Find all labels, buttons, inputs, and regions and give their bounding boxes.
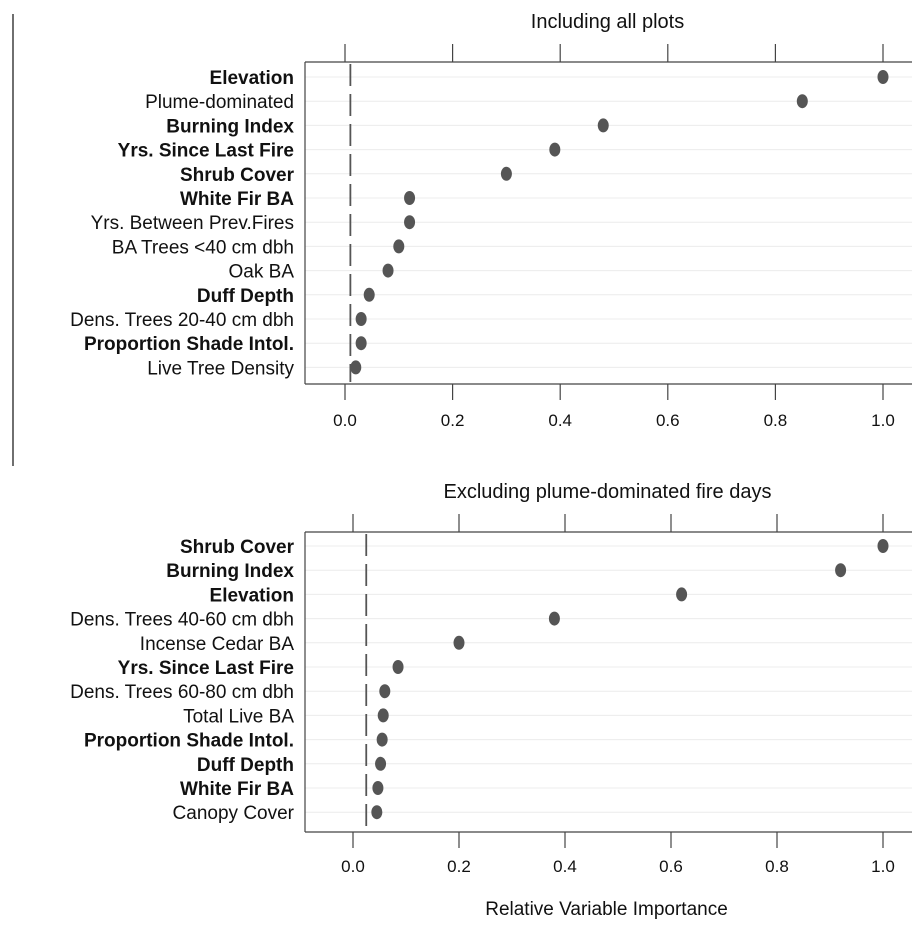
- data-point: [379, 684, 391, 699]
- x-axis-label: Relative Variable Importance: [485, 899, 728, 920]
- variable-label: White Fir BA: [180, 779, 294, 800]
- variable-label: Elevation: [210, 68, 294, 89]
- data-point: [363, 287, 375, 302]
- data-point: [355, 312, 367, 326]
- x-tick-label: 0.2: [447, 857, 471, 876]
- variable-label: Yrs. Since Last Fire: [118, 141, 294, 162]
- x-tick-label: 0.6: [656, 411, 680, 430]
- panel-1: Including all plots 0.0 0.2 0.4 0.6 0.8 1.0 Ele…: [70, 11, 912, 430]
- data-point: [393, 239, 405, 254]
- data-point: [796, 94, 808, 109]
- x-tick-label: 0.2: [441, 411, 465, 430]
- data-point: [371, 805, 383, 820]
- variable-label: Duff Depth: [197, 755, 294, 776]
- x-tick-label: 0.4: [548, 411, 572, 430]
- x-tick-label: 0.8: [765, 857, 789, 876]
- variable-label: Elevation: [210, 585, 294, 606]
- data-point: [549, 142, 561, 157]
- variable-label: Total Live BA: [183, 706, 294, 727]
- variable-label: Proportion Shade Intol.: [84, 334, 294, 355]
- x-tick-label: 1.0: [871, 411, 895, 430]
- panel-2: Excluding plume-dominated fire days 0.0 0.…: [70, 481, 912, 920]
- data-point: [877, 539, 889, 553]
- variable-label: Live Tree Density: [147, 358, 294, 379]
- data-point: [355, 336, 367, 351]
- x-tick-label: 0.8: [764, 411, 788, 430]
- variable-label: Incense Cedar BA: [140, 634, 295, 655]
- variable-label: Plume-dominated: [145, 92, 294, 113]
- variable-label: Oak BA: [229, 262, 295, 283]
- data-point: [392, 660, 404, 674]
- x-tick-label: 0.0: [341, 857, 365, 876]
- data-point: [500, 166, 512, 181]
- data-point: [377, 708, 389, 723]
- variable-label: Shrub Cover: [180, 165, 295, 186]
- variable-label: Yrs. Between Prev.Fires: [91, 213, 294, 234]
- variable-label: Duff Depth: [197, 286, 294, 307]
- variable-label: Canopy Cover: [173, 803, 295, 824]
- variable-label: BA Trees <40 cm dbh: [112, 237, 294, 258]
- variable-label: Burning Index: [166, 116, 294, 137]
- data-point: [382, 263, 394, 278]
- data-point: [453, 635, 465, 650]
- variable-label: Dens. Trees 40-60 cm dbh: [70, 610, 294, 631]
- x-tick-label: 0.0: [333, 411, 357, 430]
- variable-label: Shrub Cover: [180, 537, 295, 558]
- variable-label: White Fir BA: [180, 189, 294, 210]
- chart-title: Excluding plume-dominated fire days: [444, 481, 772, 503]
- data-point: [376, 732, 388, 747]
- variable-label: Dens. Trees 60-80 cm dbh: [70, 682, 294, 703]
- data-point: [375, 756, 387, 771]
- chart-title: Including all plots: [531, 11, 684, 33]
- x-tick-label: 1.0: [871, 857, 895, 876]
- data-point: [404, 215, 416, 230]
- data-point: [676, 587, 688, 602]
- x-tick-label: 0.4: [553, 857, 577, 876]
- data-point: [597, 118, 609, 133]
- data-point: [372, 781, 384, 795]
- data-point: [350, 360, 362, 375]
- data-point: [877, 70, 889, 84]
- data-point: [404, 191, 416, 205]
- variable-label: Proportion Shade Intol.: [84, 731, 294, 752]
- variable-label: Yrs. Since Last Fire: [118, 658, 294, 679]
- data-point: [835, 563, 847, 578]
- variable-label: Dens. Trees 20-40 cm dbh: [70, 310, 294, 331]
- variable-label: Burning Index: [166, 561, 294, 582]
- x-tick-label: 0.6: [659, 857, 683, 876]
- data-point: [548, 611, 560, 626]
